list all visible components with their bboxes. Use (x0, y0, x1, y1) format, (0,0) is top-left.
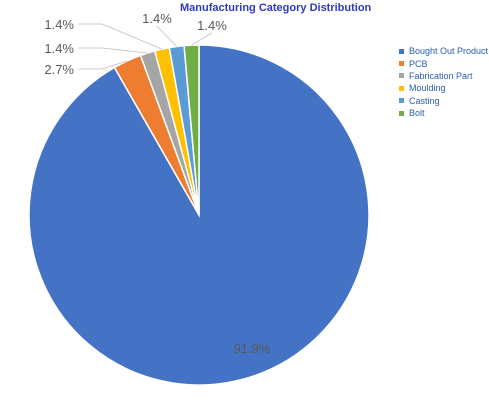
legend-label: Bought Out Product (409, 46, 489, 57)
legend-swatch (399, 73, 404, 79)
legend-item-bolt: Bolt (399, 107, 488, 119)
legend-swatch (399, 48, 404, 54)
data-label-pcb: 2.7% (44, 62, 74, 77)
legend-item-pcb: PCB (399, 57, 488, 69)
leader-line-pcb (78, 60, 128, 70)
pie-slice-bolt (183, 44, 200, 216)
legend-label: PCB (409, 58, 428, 69)
data-label-casting: 1.4% (142, 11, 172, 26)
legend-swatch (399, 110, 404, 116)
leader-lines (78, 23, 213, 70)
leader-line-bolt (191, 32, 213, 46)
leader-line-casting (156, 25, 177, 47)
legend-item-fabrication-part: Fabrication Part (399, 70, 488, 82)
data-label-moulding: 1.4% (44, 17, 74, 32)
legend-item-moulding: Moulding (399, 82, 488, 94)
data-label-fabrication-part: 1.4% (44, 41, 74, 56)
legend-label: Casting (409, 95, 440, 106)
legend-swatch (399, 85, 404, 91)
legend-label: Fabrication Part (409, 70, 473, 81)
legend-label: Moulding (409, 83, 446, 94)
legend-swatch (399, 61, 404, 67)
leader-line-moulding (78, 23, 163, 50)
pie-slices (28, 44, 370, 386)
leader-line-fabrication-part (78, 47, 148, 54)
legend-item-bought-out-product: Bought Out Product (399, 45, 488, 57)
chart-title: Manufacturing Category Distribution (180, 2, 372, 14)
data-labels: 91.9% 2.7% 1.4% 1.4% 1.4% 1.4% (44, 11, 271, 356)
legend: Bought Out Product PCB Fabrication Part Mou… (399, 45, 488, 119)
data-label-bolt: 1.4% (197, 18, 227, 33)
legend-item-casting: Casting (399, 95, 488, 107)
legend-swatch (399, 98, 404, 104)
legend-label: Bolt (409, 108, 425, 119)
data-label-bought-out-product: 91.9% (234, 341, 271, 356)
